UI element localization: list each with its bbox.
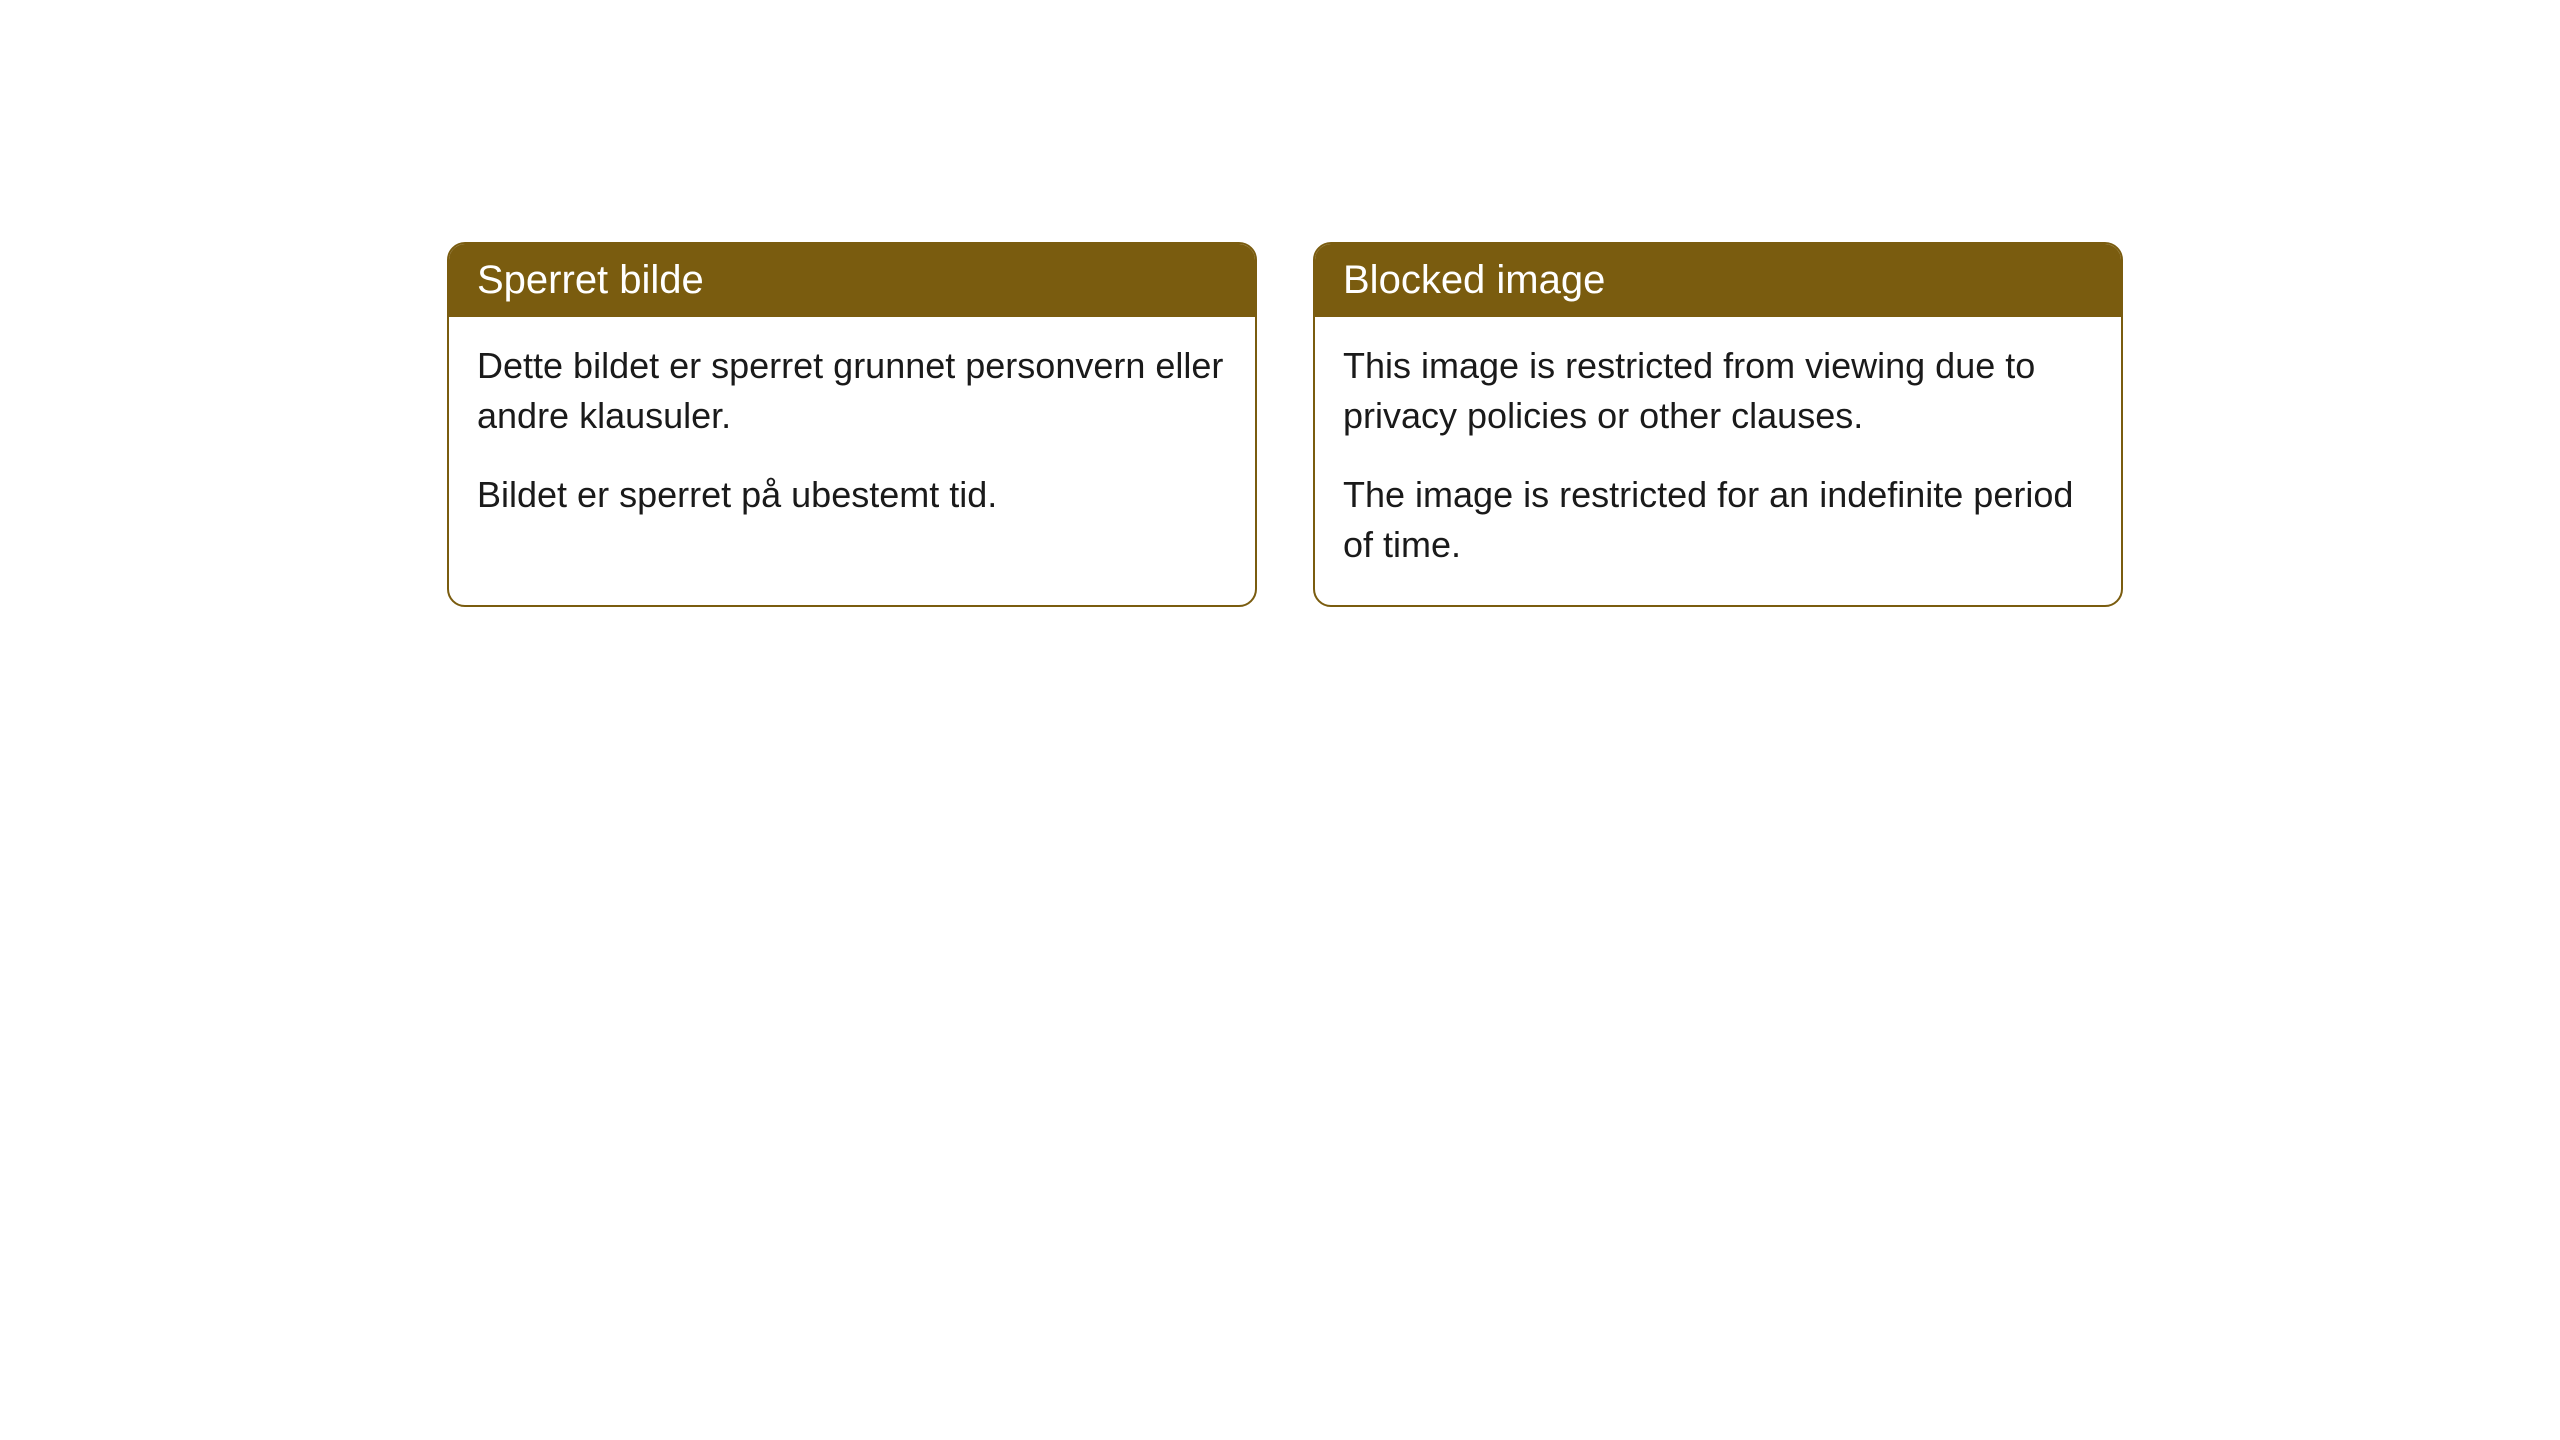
card-paragraph: Dette bildet er sperret grunnet personve… — [477, 341, 1227, 442]
notice-cards-container: Sperret bilde Dette bildet er sperret gr… — [447, 242, 2123, 607]
card-paragraph: Bildet er sperret på ubestemt tid. — [477, 470, 1227, 520]
card-header: Sperret bilde — [449, 244, 1255, 317]
blocked-image-card-english: Blocked image This image is restricted f… — [1313, 242, 2123, 607]
card-paragraph: This image is restricted from viewing du… — [1343, 341, 2093, 442]
card-body: This image is restricted from viewing du… — [1315, 317, 2121, 605]
card-header: Blocked image — [1315, 244, 2121, 317]
card-body: Dette bildet er sperret grunnet personve… — [449, 317, 1255, 554]
card-paragraph: The image is restricted for an indefinit… — [1343, 470, 2093, 571]
blocked-image-card-norwegian: Sperret bilde Dette bildet er sperret gr… — [447, 242, 1257, 607]
card-title: Blocked image — [1343, 258, 1605, 302]
card-title: Sperret bilde — [477, 258, 704, 302]
